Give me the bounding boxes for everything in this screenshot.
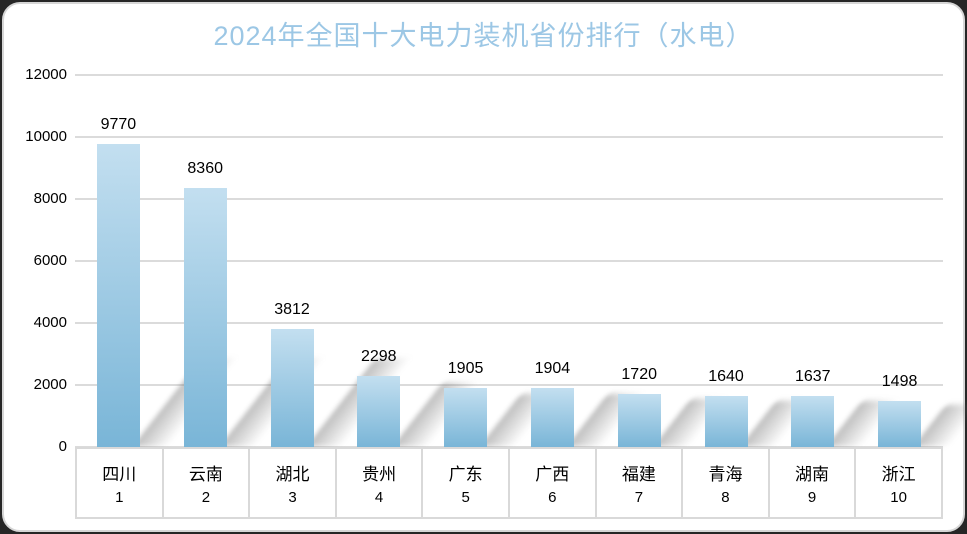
bar xyxy=(878,400,922,447)
category-rank: 7 xyxy=(634,489,644,506)
bar xyxy=(530,387,574,447)
bar-value-label: 8360 xyxy=(187,159,223,177)
gridline xyxy=(75,74,943,76)
bar-value-label: 9770 xyxy=(100,116,137,134)
category-rank: 5 xyxy=(461,489,470,506)
category-rank: 10 xyxy=(890,489,907,506)
bar-value-label: 1720 xyxy=(621,365,657,383)
category-cell: 青海 8 xyxy=(683,449,770,517)
category-rank: 3 xyxy=(288,489,297,506)
gridline xyxy=(75,198,943,200)
category-rank: 2 xyxy=(201,489,211,506)
category-rank: 4 xyxy=(374,489,384,506)
bar xyxy=(617,393,661,447)
category-label: 广西 xyxy=(535,465,570,484)
category-cell: 四川 1 xyxy=(77,449,164,517)
category-label: 青海 xyxy=(708,465,743,484)
category-label: 广东 xyxy=(448,465,483,484)
gridline xyxy=(75,384,943,386)
gridline xyxy=(75,260,943,262)
bar-value-label: 2298 xyxy=(360,347,397,365)
category-rank: 1 xyxy=(115,489,124,506)
y-axis-tick-label: 10000 xyxy=(25,128,67,145)
bar xyxy=(791,396,835,447)
bar-value-label: 1498 xyxy=(881,372,918,390)
category-cell: 贵州 4 xyxy=(337,449,424,517)
bar-value-label: 3812 xyxy=(274,300,310,318)
bar xyxy=(357,375,401,447)
category-rank: 8 xyxy=(721,489,730,506)
category-rank: 9 xyxy=(807,489,817,506)
gridline xyxy=(75,136,943,138)
category-cell: 广东 5 xyxy=(423,449,510,517)
category-label: 贵州 xyxy=(362,465,397,484)
category-cell: 湖南 9 xyxy=(770,449,857,517)
y-axis-tick-label: 12000 xyxy=(25,66,67,83)
y-axis-tick-label: 6000 xyxy=(33,252,67,269)
category-rank: 6 xyxy=(548,489,557,506)
category-table: 四川 1 云南 2 湖北 3 贵州 4 广东 5 广西 6 福建 7 青海 8 湖南 9 浙江 10 xyxy=(75,447,943,519)
category-label: 浙江 xyxy=(881,465,916,484)
bar xyxy=(96,144,140,447)
chart-title: 2024年全国十大电力装机省份排行（水电） xyxy=(213,21,754,51)
bar-shadow xyxy=(913,405,967,447)
gridline xyxy=(75,322,943,324)
category-cell: 湖北 3 xyxy=(250,449,337,517)
category-label: 云南 xyxy=(188,465,223,484)
category-label: 湖北 xyxy=(275,465,310,484)
bar xyxy=(270,328,314,447)
bar xyxy=(704,396,748,447)
bar-value-label: 1640 xyxy=(708,368,744,386)
bar-value-label: 1637 xyxy=(794,368,831,386)
category-cell: 广西 6 xyxy=(510,449,597,517)
category-label: 福建 xyxy=(621,465,656,484)
y-axis-tick-label: 8000 xyxy=(33,190,67,207)
category-cell: 福建 7 xyxy=(597,449,684,517)
category-label: 四川 xyxy=(102,465,137,484)
category-label: 湖南 xyxy=(795,465,830,484)
bar xyxy=(444,387,488,447)
y-axis-tick-label: 2000 xyxy=(33,376,67,393)
y-axis-tick-label: 0 xyxy=(58,438,67,455)
bar xyxy=(183,187,227,447)
category-cell: 浙江 10 xyxy=(856,449,941,517)
y-axis-tick-label: 4000 xyxy=(33,314,67,331)
bar-value-label: 1905 xyxy=(447,359,484,377)
bar-value-label: 1904 xyxy=(534,359,571,377)
category-cell: 云南 2 xyxy=(164,449,251,517)
